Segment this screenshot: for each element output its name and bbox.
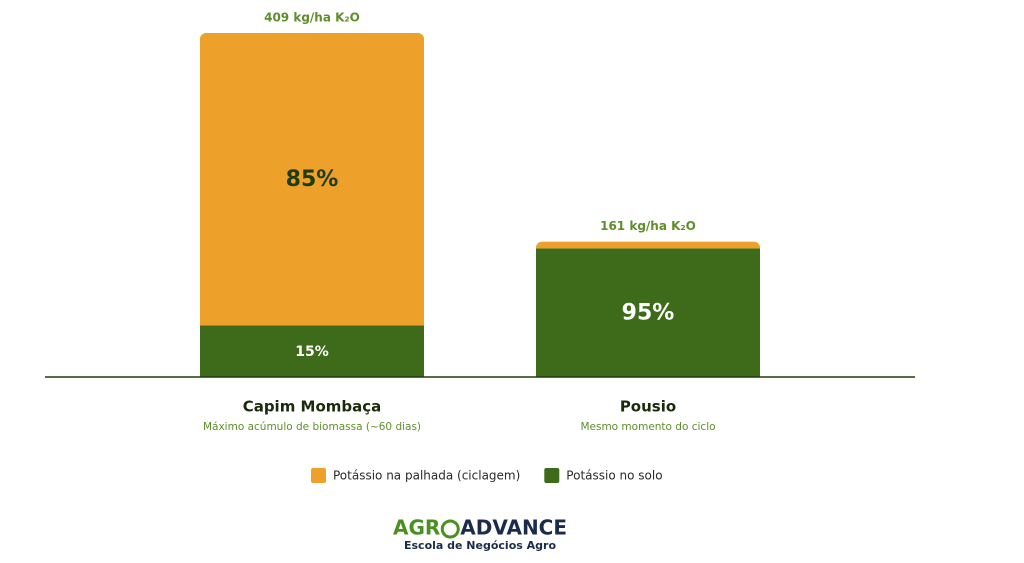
logo-icon <box>440 519 460 539</box>
logo-text: ADVANCE <box>460 516 567 540</box>
value-label: 95% <box>622 301 675 326</box>
category-subtitle: Máximo acúmulo de biomassa (~60 dias) <box>203 421 421 433</box>
bar-segment <box>536 248 760 377</box>
total-label: 409 kg/ha K₂O <box>264 11 360 25</box>
category-label: Pousio <box>620 398 676 416</box>
bar-segment <box>536 241 760 249</box>
value-label: 85% <box>286 167 339 192</box>
category-label: Capim Mombaça <box>243 398 382 416</box>
legend-swatch <box>311 468 326 483</box>
bar-group <box>536 241 760 377</box>
logo: AGR ADVANCE Escola de Negócios Agro <box>393 516 567 553</box>
bar-segment <box>200 325 424 377</box>
total-label: 161 kg/ha K₂O <box>600 219 696 233</box>
logo-tagline: Escola de Negócios Agro <box>404 539 556 552</box>
value-label: 15% <box>295 344 329 360</box>
logo-text: AGR <box>393 516 440 540</box>
bar-segment <box>200 33 424 326</box>
bar-group <box>200 33 424 377</box>
legend-label: Potássio no solo <box>566 469 662 483</box>
legend-swatch <box>544 468 560 483</box>
legend-label: Potássio na palhada (ciclagem) <box>333 469 520 483</box>
category-subtitle: Mesmo momento do ciclo <box>580 421 715 433</box>
